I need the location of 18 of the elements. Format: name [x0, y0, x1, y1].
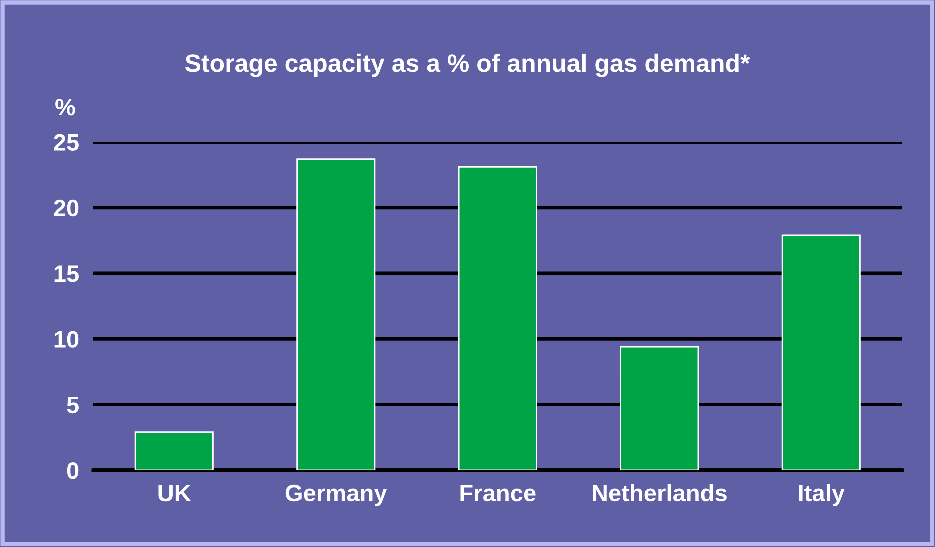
y-tick-label: 0: [67, 462, 79, 480]
bar: [134, 432, 214, 470]
y-tick-label: 10: [54, 331, 79, 348]
bar: [782, 234, 861, 470]
x-tick-label: Germany: [286, 484, 388, 506]
x-tick-label: Netherlands: [593, 484, 727, 502]
y-tick-label: 25: [54, 134, 79, 152]
bar: [458, 166, 538, 470]
chart-title: Storage capacity as a % of annual gas demand*: [186, 54, 750, 78]
bar: [620, 346, 700, 470]
bar: [296, 158, 376, 470]
x-tick-label: France: [460, 485, 536, 502]
y-tick-label: 5: [67, 397, 79, 414]
y-tick-label: 20: [54, 200, 79, 217]
y-axis-title: %: [56, 99, 76, 116]
y-tick-label: 15: [54, 266, 79, 282]
x-tick-label: Italy: [799, 484, 845, 506]
x-tick-label: UK: [158, 485, 192, 502]
